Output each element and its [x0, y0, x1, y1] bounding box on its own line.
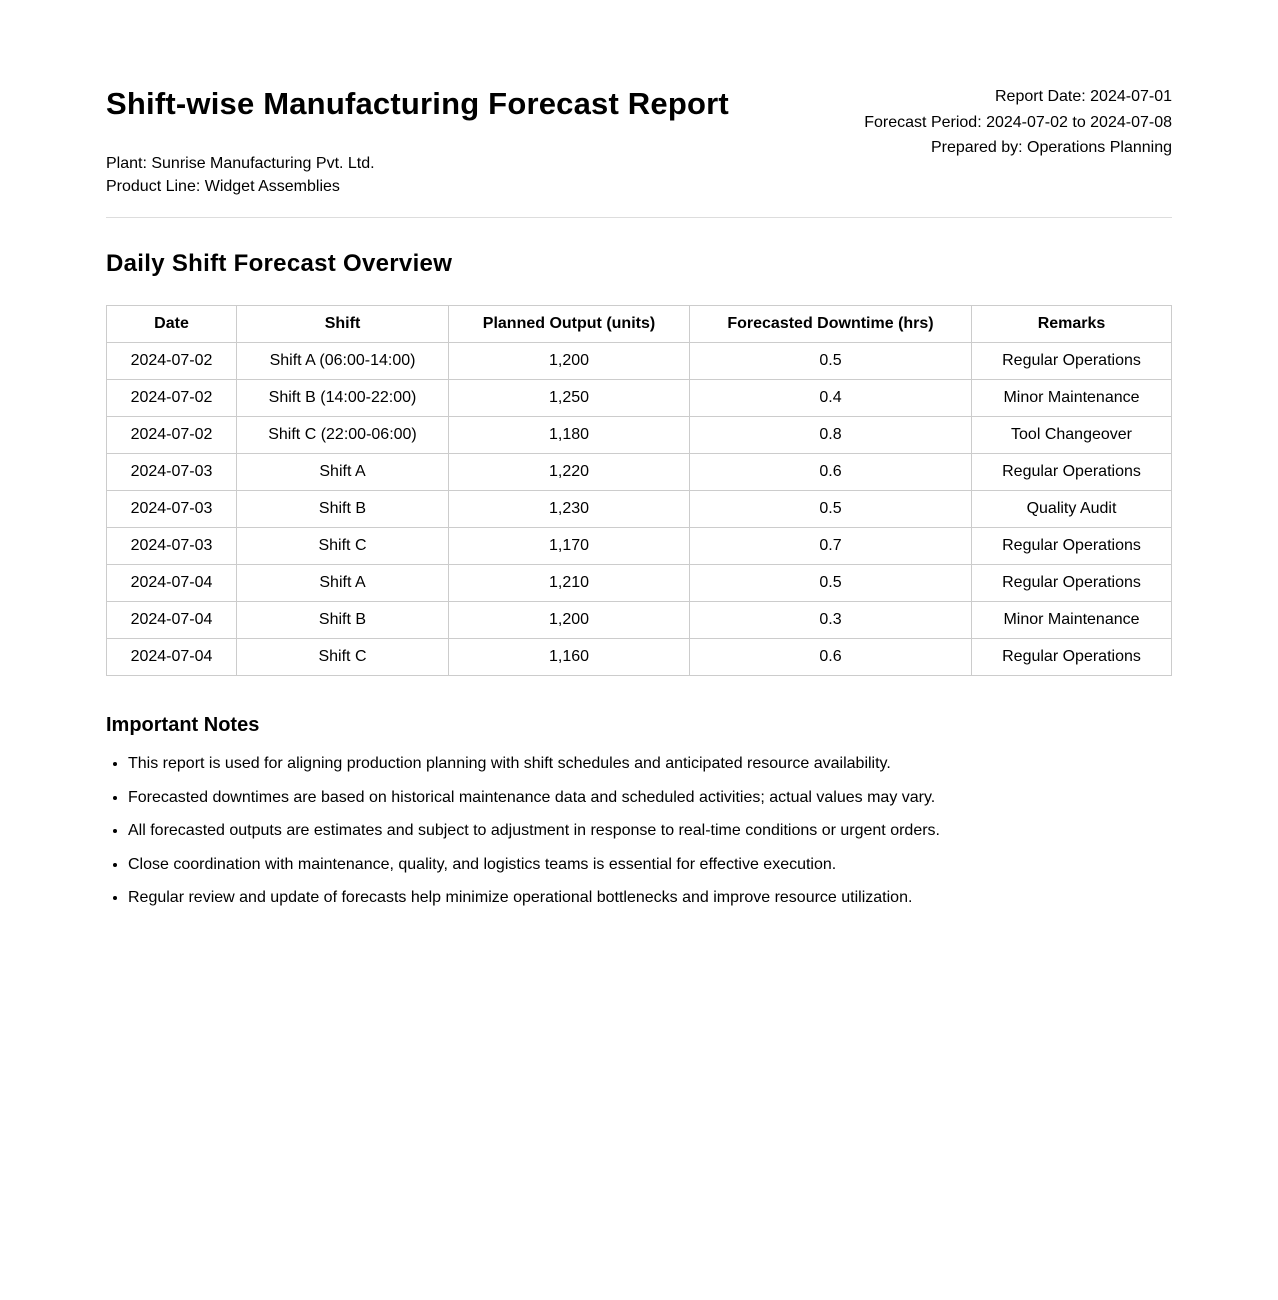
table-row: 2024-07-03 Shift C 1,170 0.7 Regular Operati… [106, 527, 1172, 565]
table-cell: Tool Changeover [971, 416, 1172, 454]
table-row: 2024-07-02 Shift C (22:00-06:00) 1,180 0.8 T… [106, 416, 1172, 454]
table-cell: Shift C [236, 527, 449, 565]
table-row: 2024-07-04 Shift A 1,210 0.5 Regular Operati… [106, 564, 1172, 602]
table-cell: Shift B [236, 490, 449, 528]
table-cell: 2024-07-04 [106, 564, 237, 602]
note-item: Forecasted downtimes are based on histor… [128, 789, 1172, 807]
table-cell: 0.6 [689, 638, 972, 676]
note-item: Regular review and update of forecasts h… [128, 889, 1172, 907]
table-cell: Shift B [236, 601, 449, 639]
table-cell: 1,200 [448, 342, 690, 380]
note-item: All forecasted outputs are estimates and… [128, 822, 1172, 840]
product-line-info: Product Line: Widget Assemblies [106, 178, 340, 195]
table-cell: Shift A [236, 453, 449, 491]
table-cell: 2024-07-03 [106, 490, 237, 528]
table-cell: 1,250 [448, 379, 690, 417]
table-cell: Regular Operations [971, 527, 1172, 565]
table-cell: Regular Operations [971, 564, 1172, 602]
table-cell: 0.4 [689, 379, 972, 417]
table-cell: 2024-07-02 [106, 416, 237, 454]
note-item: This report is used for aligning product… [128, 755, 1172, 773]
column-header: Date [106, 305, 237, 343]
table-cell: 0.8 [689, 416, 972, 454]
forecast-period: Forecast Period: 2024-07-02 to 2024-07-0… [864, 113, 1172, 131]
table-cell: Shift B (14:00-22:00) [236, 379, 449, 417]
table-cell: 0.5 [689, 342, 972, 380]
column-header: Forecasted Downtime (hrs) [689, 305, 972, 343]
prepared-by: Prepared by: Operations Planning [930, 139, 1172, 156]
table-cell: 2024-07-02 [106, 379, 237, 417]
section-title: Daily Shift Forecast Overview [106, 250, 453, 277]
column-header: Shift [236, 305, 449, 343]
notes-title: Important Notes [106, 714, 260, 736]
table-cell: 0.7 [689, 527, 972, 565]
table-row: 2024-07-03 Shift A 1,220 0.6 Regular Operati… [106, 453, 1172, 491]
table-cell: 1,220 [448, 453, 690, 491]
table-cell: 2024-07-03 [106, 453, 237, 491]
table-cell: 0.3 [689, 601, 972, 639]
table-cell: Minor Maintenance [971, 379, 1172, 417]
table-cell: Shift A [236, 564, 449, 602]
table-cell: 1,200 [448, 601, 690, 639]
table-cell: 0.6 [689, 453, 972, 491]
report-page: Shift-wise Manufacturing Forecast Report… [106, 0, 1172, 1300]
table-cell: Shift C (22:00-06:00) [236, 416, 449, 454]
note-item: Close coordination with maintenance, qua… [128, 856, 1172, 874]
table-row: 2024-07-04 Shift C 1,160 0.6 Regular Operati… [106, 638, 1172, 676]
table-cell: Quality Audit [971, 490, 1172, 528]
table-cell: 1,230 [448, 490, 690, 528]
column-header: Planned Output (units) [448, 305, 690, 343]
table-cell: Regular Operations [971, 453, 1172, 491]
table-cell: 0.5 [689, 490, 972, 528]
table-cell: 2024-07-04 [106, 638, 237, 676]
plant-info: Plant: Sunrise Manufacturing Pvt. Ltd. [106, 155, 375, 172]
table-cell: 0.5 [689, 564, 972, 602]
table-row: 2024-07-03 Shift B 1,230 0.5 Quality Audit [106, 490, 1172, 528]
report-date: Report Date: 2024-07-01 [995, 88, 1172, 105]
table-cell: 1,210 [448, 564, 690, 602]
notes-list: This report is used for aligning product… [106, 755, 1172, 907]
table-cell: Shift A (06:00-14:00) [236, 342, 449, 380]
table-cell: Minor Maintenance [971, 601, 1172, 639]
table-cell: Regular Operations [971, 342, 1172, 380]
column-header: Remarks [971, 305, 1172, 343]
report-header: Shift-wise Manufacturing Forecast Report… [106, 86, 1172, 218]
table-cell: 1,160 [448, 638, 690, 676]
table-cell: 1,170 [448, 527, 690, 565]
table-cell: Regular Operations [971, 638, 1172, 676]
table-row: 2024-07-02 Shift B (14:00-22:00) 1,250 0.4 M… [106, 379, 1172, 417]
table-cell: 1,180 [448, 416, 690, 454]
table-row: 2024-07-04 Shift B 1,200 0.3 Minor Maintenan… [106, 601, 1172, 639]
forecast-table: Date Shift Planned Output (units) Forecaste… [106, 305, 1172, 676]
report-title: Shift-wise Manufacturing Forecast Report [106, 86, 729, 121]
table-row: 2024-07-02 Shift A (06:00-14:00) 1,200 0.5 R… [106, 342, 1172, 380]
table-cell: 2024-07-02 [106, 342, 237, 380]
table-cell: 2024-07-04 [106, 601, 237, 639]
table-cell: 2024-07-03 [106, 527, 237, 565]
table-cell: Shift C [236, 638, 449, 676]
